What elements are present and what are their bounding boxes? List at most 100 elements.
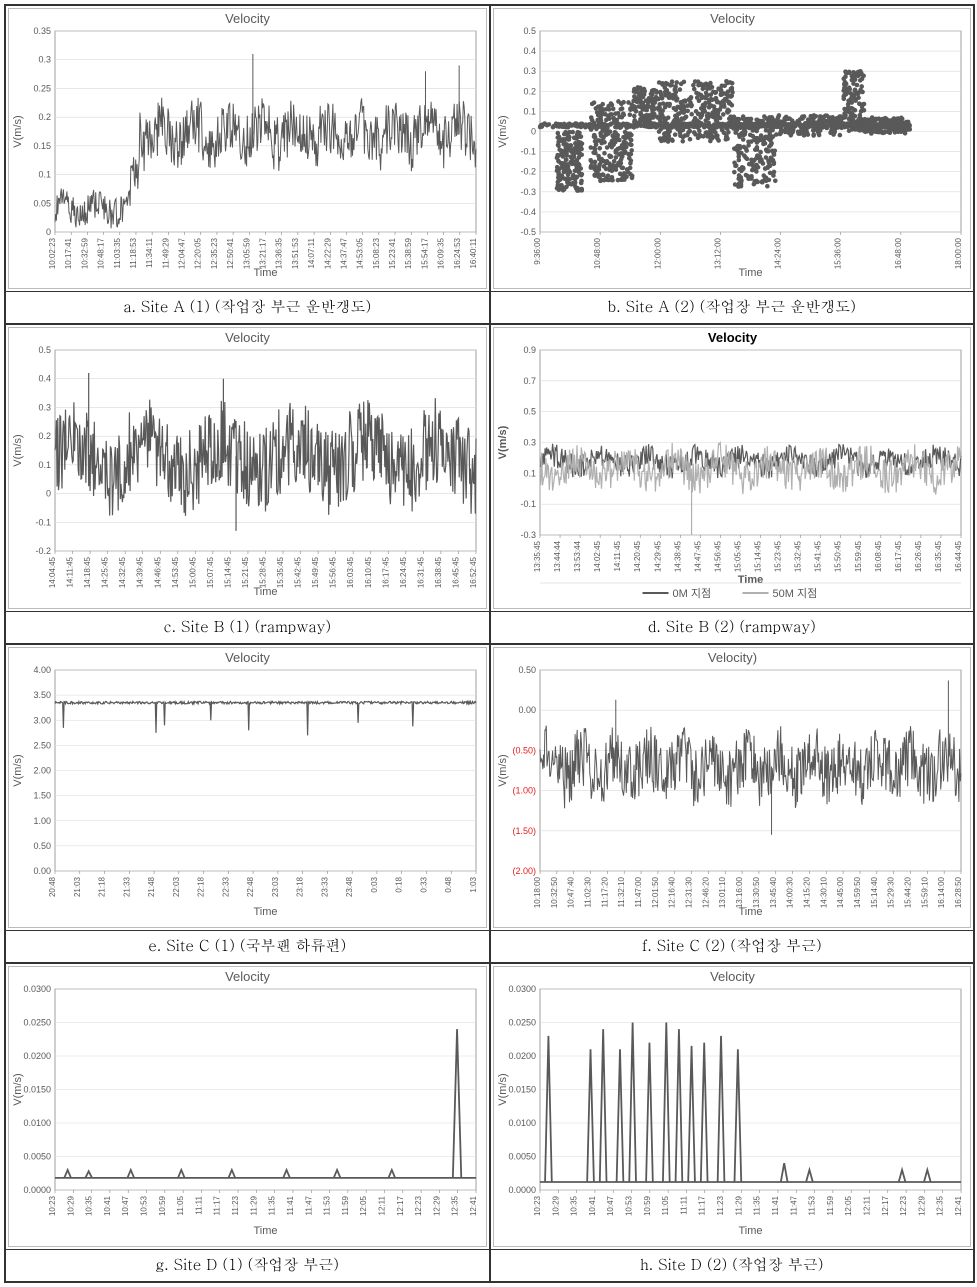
svg-text:22:18: 22:18 bbox=[197, 876, 206, 897]
svg-text:10:29: 10:29 bbox=[551, 1195, 560, 1216]
svg-text:13:36:35: 13:36:35 bbox=[275, 237, 284, 269]
svg-text:10:02:23: 10:02:23 bbox=[48, 237, 57, 269]
svg-text:11:11: 11:11 bbox=[194, 1195, 203, 1214]
svg-text:14:15:20: 14:15:20 bbox=[802, 876, 811, 908]
svg-text:0.5: 0.5 bbox=[523, 407, 536, 417]
svg-text:11:47:00: 11:47:00 bbox=[634, 876, 643, 907]
svg-text:14:04:45: 14:04:45 bbox=[48, 557, 57, 589]
cell-a: Velocity00.050.10.150.20.250.30.3510:02:… bbox=[5, 5, 490, 324]
svg-text:21:03: 21:03 bbox=[73, 876, 82, 897]
svg-text:18:00:00: 18:00:00 bbox=[954, 237, 963, 269]
svg-text:14:46:45: 14:46:45 bbox=[153, 557, 162, 589]
svg-text:11:47: 11:47 bbox=[789, 1195, 798, 1215]
svg-text:10:48:00: 10:48:00 bbox=[593, 237, 602, 269]
svg-text:11:05: 11:05 bbox=[176, 1195, 185, 1215]
svg-text:-0.2: -0.2 bbox=[520, 167, 536, 177]
svg-text:0.0250: 0.0250 bbox=[508, 1017, 536, 1027]
svg-text:16:52:45: 16:52:45 bbox=[469, 557, 478, 589]
svg-text:13:30:50: 13:30:50 bbox=[751, 876, 760, 908]
svg-text:12:20:05: 12:20:05 bbox=[194, 237, 203, 269]
svg-text:12:35:23: 12:35:23 bbox=[210, 237, 219, 269]
svg-text:Time: Time bbox=[738, 267, 762, 279]
svg-text:10:23: 10:23 bbox=[533, 1195, 542, 1216]
svg-text:14:22:29: 14:22:29 bbox=[323, 237, 332, 269]
svg-text:13:44:44: 13:44:44 bbox=[553, 541, 562, 573]
svg-text:0.3: 0.3 bbox=[523, 66, 536, 76]
svg-text:13:21:17: 13:21:17 bbox=[259, 237, 268, 269]
svg-text:3.50: 3.50 bbox=[33, 690, 51, 700]
svg-text:0.0100: 0.0100 bbox=[23, 1118, 51, 1128]
svg-text:15:41:45: 15:41:45 bbox=[813, 541, 822, 573]
svg-text:4.00: 4.00 bbox=[33, 665, 51, 675]
caption-d: d. Site B (2) (rampway) bbox=[491, 611, 974, 643]
svg-text:0: 0 bbox=[46, 489, 51, 499]
svg-text:0.0050: 0.0050 bbox=[23, 1151, 51, 1161]
svg-text:10:23: 10:23 bbox=[48, 1195, 57, 1216]
svg-text:12:41: 12:41 bbox=[954, 1195, 963, 1216]
svg-text:10:48:17: 10:48:17 bbox=[97, 237, 106, 269]
svg-text:3.00: 3.00 bbox=[33, 715, 51, 725]
svg-text:V(m/s): V(m/s) bbox=[12, 754, 24, 786]
svg-text:23:18: 23:18 bbox=[296, 876, 305, 897]
svg-text:12:05: 12:05 bbox=[844, 1195, 853, 1216]
svg-text:11:32:10: 11:32:10 bbox=[617, 876, 626, 907]
svg-text:14:59:50: 14:59:50 bbox=[852, 876, 861, 908]
svg-text:0.0050: 0.0050 bbox=[508, 1151, 536, 1161]
svg-text:0.5: 0.5 bbox=[523, 26, 536, 36]
svg-text:16:24:45: 16:24:45 bbox=[399, 557, 408, 589]
svg-text:1:03: 1:03 bbox=[469, 876, 478, 892]
svg-text:12:23: 12:23 bbox=[899, 1195, 908, 1216]
svg-text:0.00: 0.00 bbox=[33, 866, 51, 876]
svg-text:Velocity): Velocity) bbox=[707, 650, 756, 665]
svg-text:Time: Time bbox=[253, 1225, 277, 1237]
svg-text:12:17: 12:17 bbox=[396, 1195, 405, 1216]
svg-text:(0.50): (0.50) bbox=[512, 745, 536, 755]
svg-text:15:14:45: 15:14:45 bbox=[223, 557, 232, 589]
svg-text:0.00: 0.00 bbox=[518, 705, 536, 715]
svg-text:0.3: 0.3 bbox=[38, 55, 51, 65]
svg-text:V(m/s): V(m/s) bbox=[497, 115, 509, 147]
chart-c: Velocity-0.2-0.100.10.20.30.40.514:04:45… bbox=[8, 327, 487, 608]
svg-text:11:49:29: 11:49:29 bbox=[161, 237, 170, 268]
svg-text:10:17:41: 10:17:41 bbox=[64, 237, 73, 269]
svg-text:11:53: 11:53 bbox=[807, 1195, 816, 1215]
svg-text:16:17:45: 16:17:45 bbox=[381, 557, 390, 589]
svg-text:0.2: 0.2 bbox=[38, 431, 51, 441]
svg-text:Time: Time bbox=[738, 1225, 762, 1237]
svg-text:12:50:41: 12:50:41 bbox=[226, 237, 235, 269]
svg-text:11:17:20: 11:17:20 bbox=[600, 876, 609, 907]
caption-c: c. Site B (1) (rampway) bbox=[6, 611, 489, 643]
chart-h: Velocity0.00000.00500.01000.01500.02000.… bbox=[493, 966, 972, 1247]
svg-text:0.9: 0.9 bbox=[523, 345, 536, 355]
svg-text:13:35:45: 13:35:45 bbox=[533, 541, 542, 573]
svg-text:14:25:45: 14:25:45 bbox=[101, 557, 110, 589]
svg-text:15:07:45: 15:07:45 bbox=[206, 557, 215, 589]
svg-text:1.50: 1.50 bbox=[33, 790, 51, 800]
svg-text:15:05:45: 15:05:45 bbox=[733, 541, 742, 573]
svg-text:0.3: 0.3 bbox=[38, 403, 51, 413]
svg-text:0.3: 0.3 bbox=[523, 438, 536, 448]
svg-text:10:53: 10:53 bbox=[624, 1195, 633, 1216]
svg-text:0.0300: 0.0300 bbox=[508, 984, 536, 994]
cell-f: Velocity)(2.00)(1.50)(1.00)(0.50)0.000.5… bbox=[490, 644, 975, 963]
svg-text:-0.5: -0.5 bbox=[520, 227, 536, 237]
svg-text:13:01:10: 13:01:10 bbox=[718, 876, 727, 908]
svg-text:10:32:50: 10:32:50 bbox=[549, 876, 558, 908]
svg-text:11:17: 11:17 bbox=[213, 1195, 222, 1215]
svg-text:-0.1: -0.1 bbox=[520, 499, 536, 509]
svg-text:12:04:47: 12:04:47 bbox=[178, 237, 187, 269]
svg-text:(1.50): (1.50) bbox=[512, 825, 536, 835]
svg-text:12:11: 12:11 bbox=[377, 1195, 386, 1215]
svg-text:16:28:50: 16:28:50 bbox=[954, 876, 963, 908]
svg-text:16:08:45: 16:08:45 bbox=[873, 541, 882, 573]
svg-text:0.05: 0.05 bbox=[33, 198, 51, 208]
svg-text:21:48: 21:48 bbox=[147, 876, 156, 897]
svg-text:Time: Time bbox=[738, 906, 762, 918]
svg-text:12:23: 12:23 bbox=[414, 1195, 423, 1216]
cell-b: Velocity-0.5-0.4-0.3-0.2-0.100.10.20.30.… bbox=[490, 5, 975, 324]
svg-text:16:09:35: 16:09:35 bbox=[437, 237, 446, 269]
svg-text:12:35: 12:35 bbox=[451, 1195, 460, 1216]
caption-e: e. Site C (1) (국부팬 하류편) bbox=[6, 930, 489, 962]
svg-text:13:12:00: 13:12:00 bbox=[713, 237, 722, 269]
svg-text:23:48: 23:48 bbox=[345, 876, 354, 897]
